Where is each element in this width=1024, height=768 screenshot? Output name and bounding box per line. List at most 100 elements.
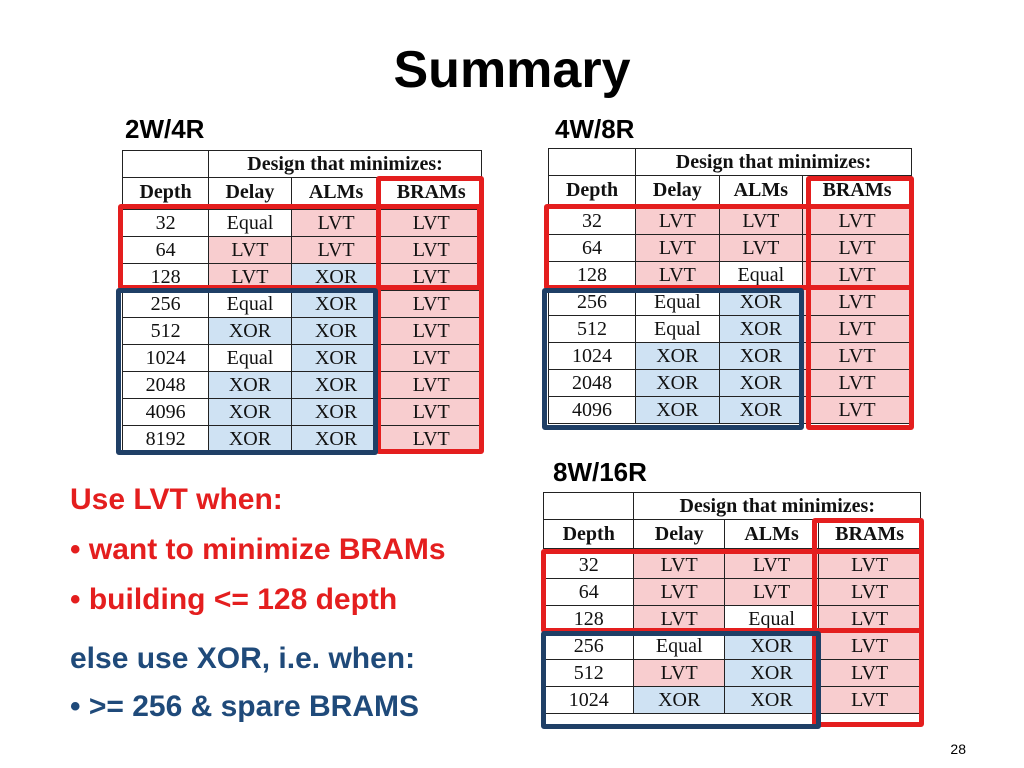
brams-column-highlight-box <box>812 518 924 727</box>
lvt-bullet-text: building <= 128 depth <box>88 583 398 616</box>
table-label-4w8r: 4W/8R <box>555 114 635 144</box>
result-cell: XOR <box>290 290 382 318</box>
depth-cell: 8192 <box>121 425 210 453</box>
header-blank-cell <box>547 148 637 176</box>
bullet-glyph: • <box>70 690 81 723</box>
page-number: 28 <box>950 741 966 757</box>
result-cell: LVT <box>818 686 921 714</box>
result-cell: LVT <box>818 632 921 660</box>
group-header: Design that minimizes: <box>633 492 921 520</box>
depth-cell: 512 <box>547 315 637 343</box>
result-cell: LVT <box>290 236 382 264</box>
brams-column-highlight-box <box>376 176 484 454</box>
result-cell: LVT <box>208 236 292 264</box>
column-header: Delay <box>635 175 720 208</box>
column-header: ALMs <box>723 519 820 552</box>
result-cell: XOR <box>718 369 804 397</box>
result-cell: LVT <box>802 261 912 289</box>
result-cell: XOR <box>635 396 720 424</box>
table-row: 512 XOR XOR LVT <box>121 317 482 345</box>
group-header: Design that minimizes: <box>635 148 912 176</box>
result-cell: LVT <box>380 317 482 345</box>
result-cell: LVT <box>802 369 912 397</box>
depth-cell: 1024 <box>547 342 637 370</box>
result-cell: LVT <box>380 207 482 237</box>
result-cell: Equal <box>718 261 804 289</box>
result-cell: XOR <box>718 315 804 343</box>
depth-cell: 4096 <box>121 398 210 426</box>
table-row: 64 LVT LVT LVT <box>547 234 912 262</box>
table-label-2w4r: 2W/4R <box>125 114 205 144</box>
lvt-bullet-item: • building <= 128 depth <box>70 583 397 617</box>
table-row: 512 Equal XOR LVT <box>547 315 912 343</box>
xor-heading: else use XOR, i.e. when: <box>70 642 416 675</box>
table-row: 32 Equal LVT LVT <box>121 207 482 237</box>
result-cell: LVT <box>802 234 912 262</box>
table-row: 1024 XOR XOR LVT <box>547 342 912 370</box>
result-cell: Equal <box>208 290 292 318</box>
result-cell: XOR <box>635 342 720 370</box>
table-row: 1024 XOR XOR LVT <box>542 686 921 714</box>
header-blank-cell <box>542 492 635 520</box>
result-cell: XOR <box>718 396 804 424</box>
result-cell: XOR <box>290 425 382 453</box>
result-cell: LVT <box>818 659 921 687</box>
bullet-glyph: • <box>70 533 81 566</box>
depth-cell: 32 <box>121 207 210 237</box>
result-cell: XOR <box>723 632 820 660</box>
column-header: ALMs <box>718 175 804 208</box>
depth-cell: 2048 <box>121 371 210 399</box>
results-table-4w8r: Design that minimizes: Depth Delay ALMs BRAM… <box>547 148 912 424</box>
depth-cell: 1024 <box>542 686 635 714</box>
result-cell: XOR <box>290 398 382 426</box>
table-row: 1024 Equal XOR LVT <box>121 344 482 372</box>
result-cell: Equal <box>208 344 292 372</box>
result-cell: LVT <box>290 207 382 237</box>
brams-column-highlight-box <box>806 176 914 430</box>
depth-cell: 32 <box>547 205 637 235</box>
depth-cell: 256 <box>121 290 210 318</box>
result-cell: LVT <box>633 549 725 579</box>
table-row: 8192 XOR XOR LVT <box>121 425 482 453</box>
result-cell: LVT <box>380 425 482 453</box>
result-cell: XOR <box>723 659 820 687</box>
table-row: 32 LVT LVT LVT <box>547 205 912 235</box>
table-row: 64 LVT LVT LVT <box>121 236 482 264</box>
xor-bullet-text: >= 256 & spare BRAMS <box>88 690 420 723</box>
table-row: 256 Equal XOR LVT <box>542 632 921 660</box>
result-cell: XOR <box>723 686 820 714</box>
result-cell: LVT <box>802 396 912 424</box>
depth-cell: 512 <box>542 659 635 687</box>
lvt-heading: Use LVT when: <box>70 483 283 516</box>
xor-bullet-item: • >= 256 & spare BRAMS <box>70 690 419 724</box>
result-cell: LVT <box>380 290 482 318</box>
column-header: Delay <box>633 519 725 552</box>
xor-depth-highlight-box <box>541 631 821 729</box>
table-row: 4096 XOR XOR LVT <box>547 396 912 424</box>
result-cell: LVT <box>635 205 720 235</box>
result-cell: LVT <box>818 549 921 579</box>
result-cell: Equal <box>633 632 725 660</box>
result-cell: Equal <box>635 315 720 343</box>
slide-title: Summary <box>393 41 631 99</box>
lvt-bullet-item: • want to minimize BRAMs <box>70 533 446 567</box>
group-header: Design that minimizes: <box>208 150 482 178</box>
result-cell: XOR <box>718 342 804 370</box>
result-cell: XOR <box>290 344 382 372</box>
result-cell: LVT <box>718 234 804 262</box>
depth-cell: 64 <box>547 234 637 262</box>
xor-depth-highlight-box <box>116 288 378 455</box>
column-header: Depth <box>542 519 635 552</box>
depth-cell: 512 <box>121 317 210 345</box>
result-cell: LVT <box>635 234 720 262</box>
result-cell: LVT <box>633 578 725 606</box>
result-cell: XOR <box>290 317 382 345</box>
lvt-bullet-text: want to minimize BRAMs <box>88 533 446 566</box>
depth-cell: 4096 <box>547 396 637 424</box>
result-cell: LVT <box>635 261 720 289</box>
result-cell: XOR <box>208 398 292 426</box>
bullet-glyph: • <box>70 583 81 616</box>
depth-cell: 2048 <box>547 369 637 397</box>
table-row: 2048 XOR XOR LVT <box>547 369 912 397</box>
table-row: 64 LVT LVT LVT <box>542 578 921 606</box>
